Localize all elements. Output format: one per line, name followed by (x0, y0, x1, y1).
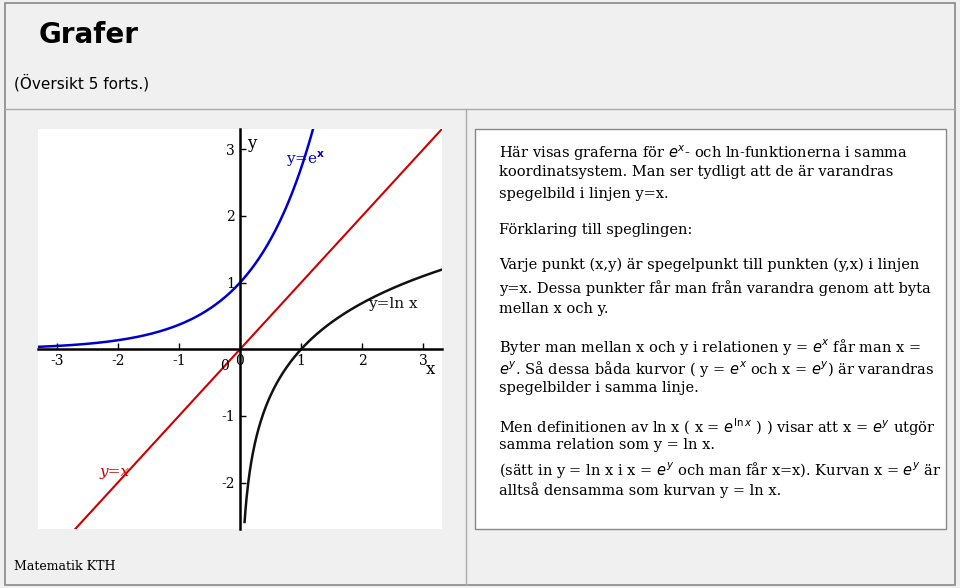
Text: alltså densamma som kurvan y = ln x.: alltså densamma som kurvan y = ln x. (499, 482, 781, 498)
FancyBboxPatch shape (475, 129, 946, 529)
Text: samma relation som y = ln x.: samma relation som y = ln x. (499, 438, 714, 452)
Text: y: y (248, 135, 256, 152)
Text: koordinatsystem. Man ser tydligt att de är varandras: koordinatsystem. Man ser tydligt att de … (499, 165, 893, 179)
Text: Men definitionen av ln x ( x = $e^{\ln x}$ ) ) visar att x = $e^y$ utgör: Men definitionen av ln x ( x = $e^{\ln x… (499, 416, 935, 437)
Text: Förklaring till speglingen:: Förklaring till speglingen: (499, 222, 692, 236)
Text: y=e$^{\mathbf{x}}$: y=e$^{\mathbf{x}}$ (286, 150, 325, 169)
Text: $e^y$. Så dessa båda kurvor ( y = $e^x$ och x = $e^y$) är varandras: $e^y$. Så dessa båda kurvor ( y = $e^x$ … (499, 359, 934, 379)
Text: Byter man mellan x och y i relationen y = $e^x$ får man x =: Byter man mellan x och y i relationen y … (499, 337, 921, 357)
Text: 0: 0 (220, 359, 229, 373)
Text: Grafer: Grafer (38, 21, 138, 49)
Text: Varje punkt (x,y) är spegelpunkt till punkten (y,x) i linjen: Varje punkt (x,y) är spegelpunkt till pu… (499, 258, 919, 272)
Text: (Översikt 5 forts.): (Översikt 5 forts.) (14, 74, 150, 91)
Text: spegelbild i linjen y=x.: spegelbild i linjen y=x. (499, 188, 668, 201)
Text: y=ln x: y=ln x (369, 296, 418, 310)
Text: spegelbilder i samma linje.: spegelbilder i samma linje. (499, 381, 699, 395)
Text: x: x (426, 361, 436, 378)
Text: y=x. Dessa punkter får man från varandra genom att byta: y=x. Dessa punkter får man från varandra… (499, 280, 930, 296)
Text: Matematik KTH: Matematik KTH (14, 560, 116, 573)
Text: (sätt in y = ln x i x = $e^y$ och man får x=x). Kurvan x = $e^y$ är: (sätt in y = ln x i x = $e^y$ och man få… (499, 460, 941, 480)
Text: y=x: y=x (100, 465, 130, 479)
Text: Här visas graferna för $e^x$- och ln-funktionerna i samma: Här visas graferna för $e^x$- och ln-fun… (499, 143, 908, 163)
Text: mellan x och y.: mellan x och y. (499, 302, 609, 316)
